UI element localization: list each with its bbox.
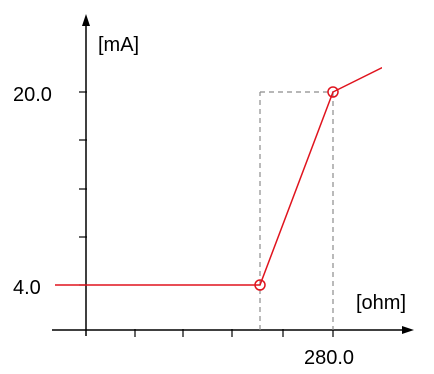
marker-1 (327, 86, 339, 98)
y-axis-arrow (82, 14, 90, 26)
x-axis-label: [ohm] (356, 292, 406, 314)
x-tick-label-280: 280.0 (304, 347, 354, 369)
marker-0 (254, 279, 266, 291)
guides (259, 91, 334, 330)
markers (254, 86, 339, 291)
x-axis-arrow (402, 326, 414, 334)
series (55, 67, 382, 286)
y-axis-label: [mA] (98, 34, 139, 56)
y-tick-label-20: 20.0 (13, 84, 52, 106)
axes (52, 14, 414, 336)
ticks (79, 91, 334, 337)
series-line (55, 67, 382, 286)
y-tick-label-4: 4.0 (13, 277, 41, 299)
